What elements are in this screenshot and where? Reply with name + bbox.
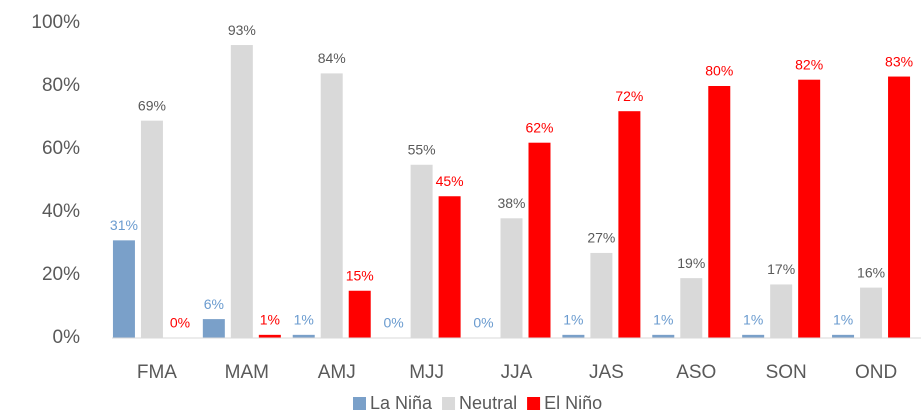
bar	[112, 240, 135, 338]
value-label: 72%	[615, 88, 643, 104]
value-label: 83%	[885, 53, 913, 69]
value-label: 1%	[833, 312, 853, 328]
x-tick-label: SON	[766, 362, 807, 383]
bar	[618, 111, 641, 338]
legend-swatch	[442, 397, 456, 410]
legend-swatch	[527, 397, 541, 410]
bar	[348, 290, 371, 338]
legend-swatch	[353, 397, 366, 410]
value-label: 38%	[497, 195, 525, 211]
value-label: 1%	[260, 312, 280, 328]
legend-label: La Niña	[370, 393, 433, 413]
value-label: 80%	[705, 63, 733, 79]
value-label: 19%	[677, 255, 705, 271]
x-tick-label: FMA	[137, 362, 177, 383]
bar	[292, 334, 315, 338]
value-label: 82%	[795, 56, 823, 72]
value-label: 1%	[743, 312, 763, 328]
bar	[500, 218, 523, 338]
bar	[230, 45, 253, 339]
bar	[742, 334, 765, 338]
bar	[652, 334, 675, 338]
y-tick-label: 0%	[53, 327, 81, 348]
legend-label: El Niño	[544, 393, 602, 413]
y-tick-label: 100%	[31, 12, 80, 33]
value-label: 45%	[436, 173, 464, 189]
bar	[258, 334, 281, 338]
bar	[528, 142, 551, 338]
x-tick-label: JAS	[589, 362, 624, 383]
bar	[832, 334, 855, 338]
value-label: 62%	[525, 119, 553, 135]
value-label: 84%	[318, 50, 346, 66]
value-label: 16%	[857, 264, 885, 280]
y-tick-label: 20%	[42, 264, 80, 285]
value-label: 0%	[473, 315, 493, 331]
x-tick-label: OND	[855, 362, 897, 383]
value-label: 6%	[204, 296, 224, 312]
legend-label: Neutral	[459, 393, 517, 413]
bar	[140, 120, 163, 339]
y-tick-label: 40%	[42, 201, 80, 222]
value-label: 55%	[408, 141, 436, 157]
bar	[438, 196, 461, 338]
bar	[410, 164, 433, 338]
x-tick-label: MJJ	[409, 362, 444, 383]
bar	[590, 252, 613, 338]
y-tick-label: 60%	[42, 138, 80, 159]
value-label: 69%	[138, 97, 166, 113]
value-label: 0%	[383, 315, 403, 331]
bar	[888, 76, 911, 339]
value-label: 93%	[228, 22, 256, 38]
x-tick-label: ASO	[676, 362, 716, 383]
x-tick-label: MAM	[225, 362, 269, 383]
bar	[770, 284, 793, 338]
value-label: 17%	[767, 261, 795, 277]
bar	[202, 319, 225, 338]
value-label: 1%	[653, 312, 673, 328]
bar	[708, 86, 731, 338]
bar	[320, 73, 343, 339]
value-label: 1%	[563, 312, 583, 328]
x-tick-label: JJA	[501, 362, 533, 383]
x-tick-label: AMJ	[318, 362, 356, 383]
value-label: 15%	[346, 267, 374, 283]
bar	[562, 334, 585, 338]
bar	[680, 278, 703, 338]
bar	[860, 287, 883, 338]
value-label: 0%	[170, 315, 190, 331]
bar	[798, 79, 821, 338]
value-label: 31%	[110, 217, 138, 233]
value-label: 1%	[294, 312, 314, 328]
y-tick-label: 80%	[42, 75, 80, 96]
value-label: 27%	[587, 230, 615, 246]
